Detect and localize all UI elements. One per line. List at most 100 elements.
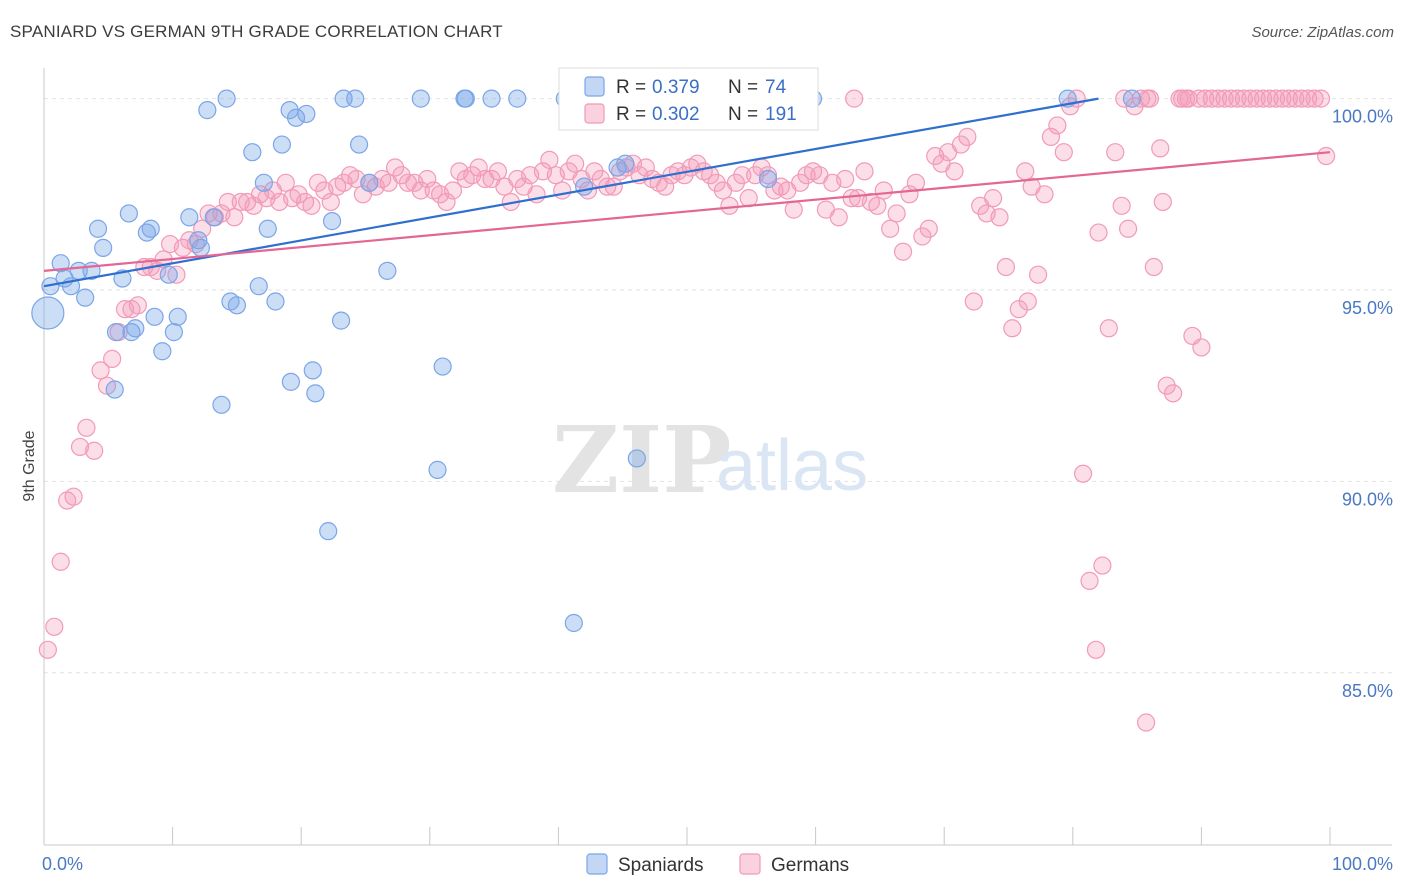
point-germans	[103, 349, 122, 368]
point-spaniards	[243, 143, 262, 162]
point-spaniards	[119, 204, 138, 223]
point-germans	[1115, 89, 1134, 108]
point-germans	[193, 219, 212, 238]
point-spaniards	[51, 254, 70, 273]
point-germans	[1192, 338, 1211, 357]
point-germans	[437, 192, 456, 212]
bottom-legend-swatch	[739, 853, 761, 875]
point-spaniards	[180, 208, 199, 227]
point-spaniards	[141, 219, 160, 238]
point-germans	[784, 200, 803, 219]
point-germans	[1292, 89, 1311, 108]
legend-n-value: 191	[765, 104, 797, 125]
point-germans	[1153, 192, 1172, 212]
watermark-zip: ZIP	[552, 406, 731, 514]
axes	[43, 68, 1392, 846]
point-spaniards	[204, 208, 223, 227]
point-germans	[1179, 89, 1198, 108]
point-spaniards	[331, 311, 351, 330]
point-germans	[469, 158, 488, 177]
point-spaniards	[106, 323, 126, 342]
point-germans	[77, 418, 96, 437]
point-germans	[1106, 143, 1125, 162]
legend-swatch	[584, 76, 605, 97]
trend-lines	[43, 97, 1331, 288]
bottom-legend-swatch	[586, 853, 608, 875]
point-germans	[1215, 89, 1234, 108]
point-germans	[225, 208, 244, 227]
point-germans	[1041, 127, 1061, 146]
point-germans	[91, 361, 110, 380]
point-germans	[874, 181, 893, 200]
legend-swatch	[584, 103, 605, 124]
point-germans	[881, 219, 900, 238]
point-germans	[1118, 219, 1138, 238]
point-germans	[758, 166, 778, 185]
point-spaniards	[346, 89, 365, 108]
point-germans	[983, 189, 1003, 208]
point-germans	[893, 242, 913, 261]
point-germans	[1311, 89, 1331, 108]
point-germans	[656, 177, 675, 196]
point-germans	[1112, 196, 1131, 215]
point-germans	[566, 154, 585, 173]
point-germans	[829, 208, 848, 227]
point-spaniards	[94, 238, 113, 257]
point-spaniards	[306, 384, 325, 403]
point-spaniards	[76, 288, 95, 307]
point-germans	[739, 189, 758, 208]
point-germans	[1317, 146, 1336, 166]
point-spaniards	[319, 522, 338, 541]
point-germans	[855, 162, 874, 181]
point-spaniards	[191, 238, 210, 257]
point-germans	[1018, 292, 1037, 311]
legend-r-label: R =	[616, 104, 646, 125]
point-spaniards	[266, 292, 285, 311]
point-spaniards	[88, 219, 108, 238]
legend-r-value: 0.379	[652, 77, 700, 98]
point-germans	[64, 487, 83, 506]
point-spaniards	[281, 372, 301, 391]
point-germans	[1089, 223, 1108, 242]
point-germans	[1279, 89, 1298, 108]
point-germans	[553, 181, 572, 200]
watermark-atlas: atlas	[716, 426, 868, 506]
point-spaniards	[1122, 89, 1142, 108]
point-spaniards	[303, 361, 322, 380]
bottom-legend-label: Germans	[771, 855, 849, 876]
point-germans	[1299, 89, 1318, 108]
point-germans	[411, 181, 430, 200]
point-germans	[302, 196, 321, 215]
point-germans	[868, 196, 887, 215]
y-tick-label: 85.0%	[1342, 681, 1393, 701]
tick-labels: 100.0% 95.0% 90.0% 85.0% 0.0% 100.0%	[42, 107, 1393, 874]
point-spaniards	[433, 357, 452, 376]
point-spaniards	[168, 307, 187, 326]
point-germans	[1137, 713, 1156, 732]
point-germans	[1080, 571, 1099, 590]
point-germans	[1260, 89, 1279, 108]
point-spaniards	[286, 108, 306, 127]
point-germans	[919, 219, 938, 238]
point-spaniards	[258, 219, 277, 238]
point-germans	[990, 208, 1009, 227]
point-germans	[1016, 162, 1035, 181]
point-germans	[128, 296, 147, 315]
point-germans	[443, 181, 463, 200]
point-germans	[1273, 89, 1292, 108]
point-germans	[1228, 89, 1247, 108]
point-spaniards	[564, 613, 583, 633]
point-germans	[1151, 139, 1170, 158]
point-germans	[488, 162, 508, 181]
point-spaniards	[297, 104, 316, 124]
bottom-legend: Spaniards Germans	[586, 853, 849, 876]
point-germans	[45, 617, 64, 636]
point-germans	[1099, 319, 1118, 338]
point-germans	[1254, 89, 1273, 108]
point-germans	[1234, 89, 1253, 108]
point-germans	[1035, 185, 1054, 204]
legend-n-value: 74	[765, 77, 787, 98]
point-spaniards	[198, 101, 217, 120]
point-spaniards	[272, 135, 292, 154]
point-spaniards	[349, 135, 369, 154]
